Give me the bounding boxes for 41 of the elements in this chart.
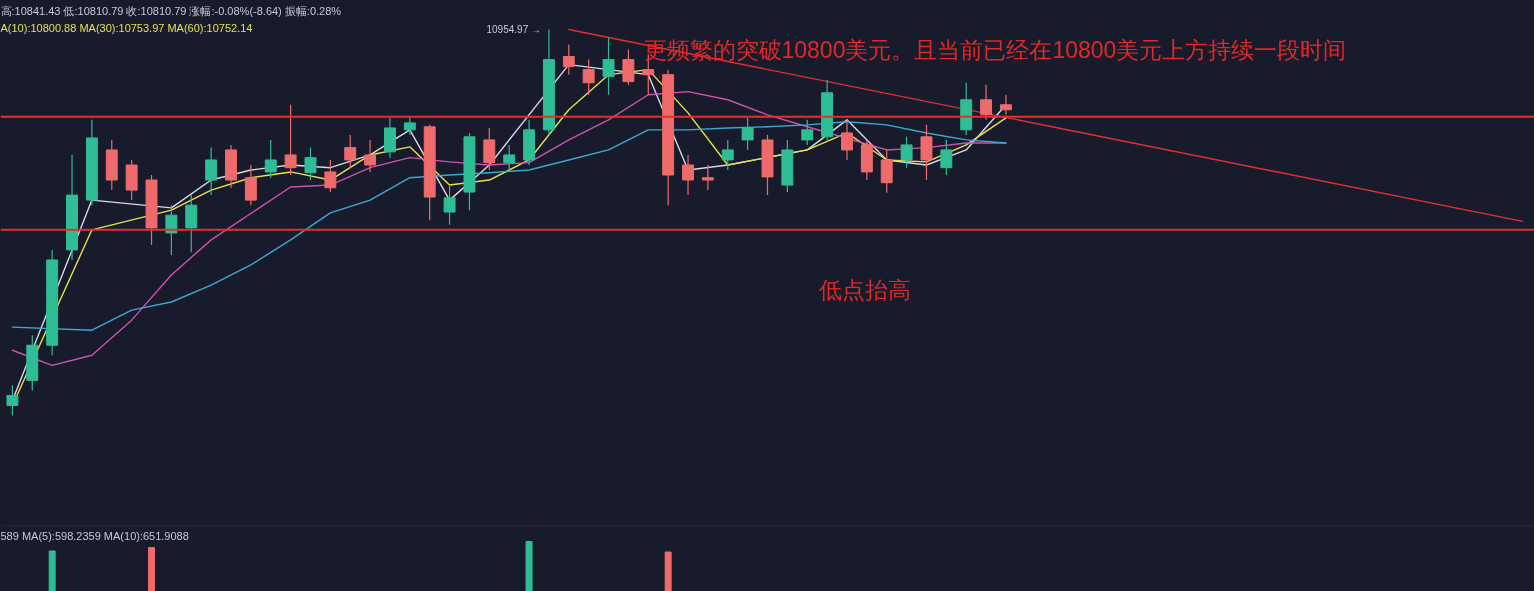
candlestick	[264, 139, 277, 179]
candlestick	[185, 194, 198, 253]
candlestick	[582, 59, 595, 96]
candlestick	[6, 384, 19, 417]
annotation: 低点抬高	[818, 276, 911, 303]
candlestick	[284, 104, 297, 176]
candlestick	[304, 147, 317, 181]
candlestick	[741, 117, 754, 151]
candlestick	[701, 164, 714, 191]
candlestick	[841, 119, 853, 161]
annotation: 589 MA(5):598.2359 MA(10):651.9088	[0, 529, 189, 542]
candlestick	[384, 117, 396, 159]
bar	[148, 547, 155, 591]
candlestick	[622, 48, 635, 86]
bar	[48, 550, 56, 591]
candlestick	[801, 119, 814, 146]
candlestick	[682, 154, 694, 196]
bar	[664, 551, 672, 591]
text: 高:10841.43 低:10810.79 收:10810.79 涨幅:-0.08%(-8.64) 振幅:0.28%	[0, 4, 342, 17]
candlestick	[205, 147, 218, 196]
candlestick	[880, 149, 893, 194]
bar	[525, 541, 533, 591]
candlestick	[602, 37, 615, 96]
candlestick	[483, 127, 496, 171]
candlestick	[364, 139, 377, 173]
candlestick	[940, 139, 953, 176]
annotation: A(10):10800.88 MA(30):10753.97 MA(60):10752.14	[0, 21, 253, 34]
candlestick	[503, 144, 516, 171]
candlestick	[443, 184, 456, 226]
candlestick	[403, 116, 416, 136]
candlestick	[721, 139, 734, 171]
candlestick	[344, 134, 357, 169]
candlestick	[920, 124, 933, 181]
candlestick	[244, 164, 257, 206]
candlestick	[562, 43, 575, 76]
candlestick	[980, 84, 993, 121]
candlestick	[324, 159, 337, 193]
annotation: 10954.97 →	[486, 24, 541, 35]
candlestick	[900, 136, 913, 169]
candlestick	[999, 94, 1012, 116]
candlestick	[165, 204, 178, 256]
